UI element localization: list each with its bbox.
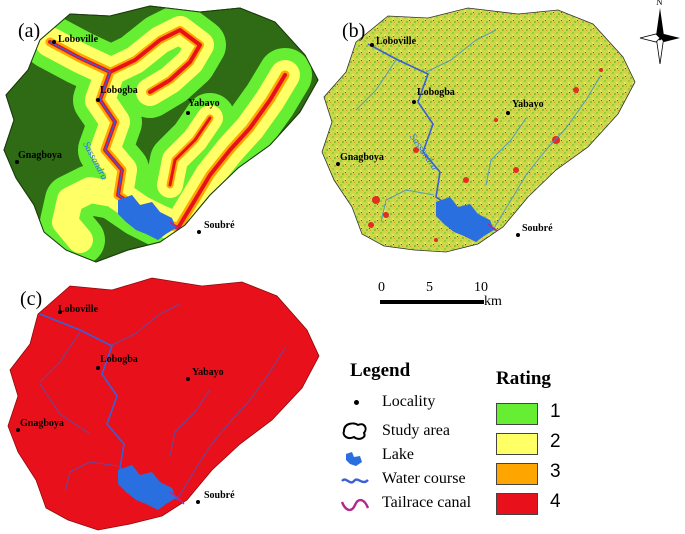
locality-dot-icon [370, 43, 374, 47]
label-yabayo-c: Yabayo [192, 367, 224, 378]
legend: Legend Locality Study area Lake Water co… [336, 360, 566, 530]
lake-b [436, 197, 494, 242]
legend-item-locality: Locality [382, 393, 436, 410]
locality-dot-icon [336, 162, 340, 166]
map-b-svg [321, 7, 636, 253]
panel-letter-a: (a) [18, 20, 41, 42]
study-area-b [321, 7, 636, 253]
locality-dot-icon [58, 310, 62, 314]
rating-label-1: 1 [550, 401, 561, 422]
rating-label-2: 2 [550, 431, 561, 452]
label-loboville-b: Loboville [376, 36, 417, 47]
map-c-svg [7, 277, 320, 531]
locality-dot-icon [15, 160, 19, 164]
map-panel-a: (a) Loboville Lobogba Yabayo Gnagboya So… [0, 0, 330, 270]
outline-icon [342, 422, 367, 440]
lake-icon [346, 452, 362, 466]
legend-item-tailrace-canal: Tailrace canal [382, 494, 472, 511]
canal-icon [340, 498, 370, 512]
scale-bar-line [380, 300, 484, 304]
scale-tick-0: 0 [378, 280, 385, 295]
wave-icon [341, 478, 369, 484]
legend-item-lake: Lake [382, 446, 414, 463]
locality-dot-icon [96, 98, 100, 102]
map-panel-c: (c) Loboville Lobogba Yabayo Gnagboya So… [0, 274, 330, 534]
legend-title: Legend [350, 360, 411, 381]
label-loboville-c: Loboville [58, 304, 99, 315]
locality-dot-icon [186, 111, 190, 115]
rating-swatch-2 [496, 433, 538, 455]
locality-dot-icon [52, 40, 56, 44]
locality-dot-icon [412, 100, 416, 104]
north-arrow-icon [639, 8, 680, 65]
locality-dot-icon [16, 428, 20, 432]
rating-title: Rating [496, 368, 551, 389]
rating-label-4: 4 [550, 491, 561, 512]
scale-tick-5: 5 [426, 280, 433, 295]
label-lobogba-c: Lobogba [100, 354, 138, 365]
locality-dot-icon [96, 366, 100, 370]
label-lobogba-b: Lobogba [417, 87, 455, 98]
scale-unit: km [484, 294, 502, 309]
rating-swatch-4 [496, 493, 538, 515]
scale-bar: 0 5 10 km [378, 280, 508, 320]
label-yabayo-a: Yabayo [188, 98, 220, 109]
panel-letter-c: (c) [20, 288, 43, 310]
study-area-c [7, 277, 320, 531]
label-lobogba-a: Lobogba [100, 85, 138, 96]
rating-label-3: 3 [550, 461, 561, 482]
label-soubre-c: Soubré [204, 490, 235, 501]
locality-dot-icon [197, 230, 201, 234]
label-loboville-a: Loboville [58, 34, 99, 45]
locality-dot-icon [196, 500, 200, 504]
map-panel-b: (b) Loboville Lobogba Yabayo Gnagboya So… [316, 0, 636, 270]
legend-item-water-course: Water course [382, 470, 466, 487]
locality-dot-icon [506, 111, 510, 115]
label-yabayo-b: Yabayo [512, 99, 544, 110]
label-gnagboya-c: Gnagboya [20, 418, 64, 429]
legend-item-study-area: Study area [382, 422, 450, 439]
panel-letter-b: (b) [342, 20, 366, 42]
label-soubre-b: Soubré [522, 223, 553, 234]
lake-c [118, 465, 176, 510]
rating-swatch-1 [496, 403, 538, 425]
map-a-svg [3, 5, 319, 263]
lake-a [118, 195, 176, 240]
north-label: N [656, 0, 663, 7]
scale-tick-10: 10 [474, 280, 488, 295]
label-soubre-a: Soubré [204, 220, 235, 231]
dot-icon [354, 400, 359, 405]
rating-swatch-3 [496, 463, 538, 485]
north-arrow: N [636, 0, 684, 70]
locality-dot-icon [186, 377, 190, 381]
label-gnagboya-a: Gnagboya [18, 150, 62, 161]
locality-dot-icon [516, 233, 520, 237]
tailrace-canal-c [169, 491, 185, 505]
label-gnagboya-b: Gnagboya [340, 152, 384, 163]
